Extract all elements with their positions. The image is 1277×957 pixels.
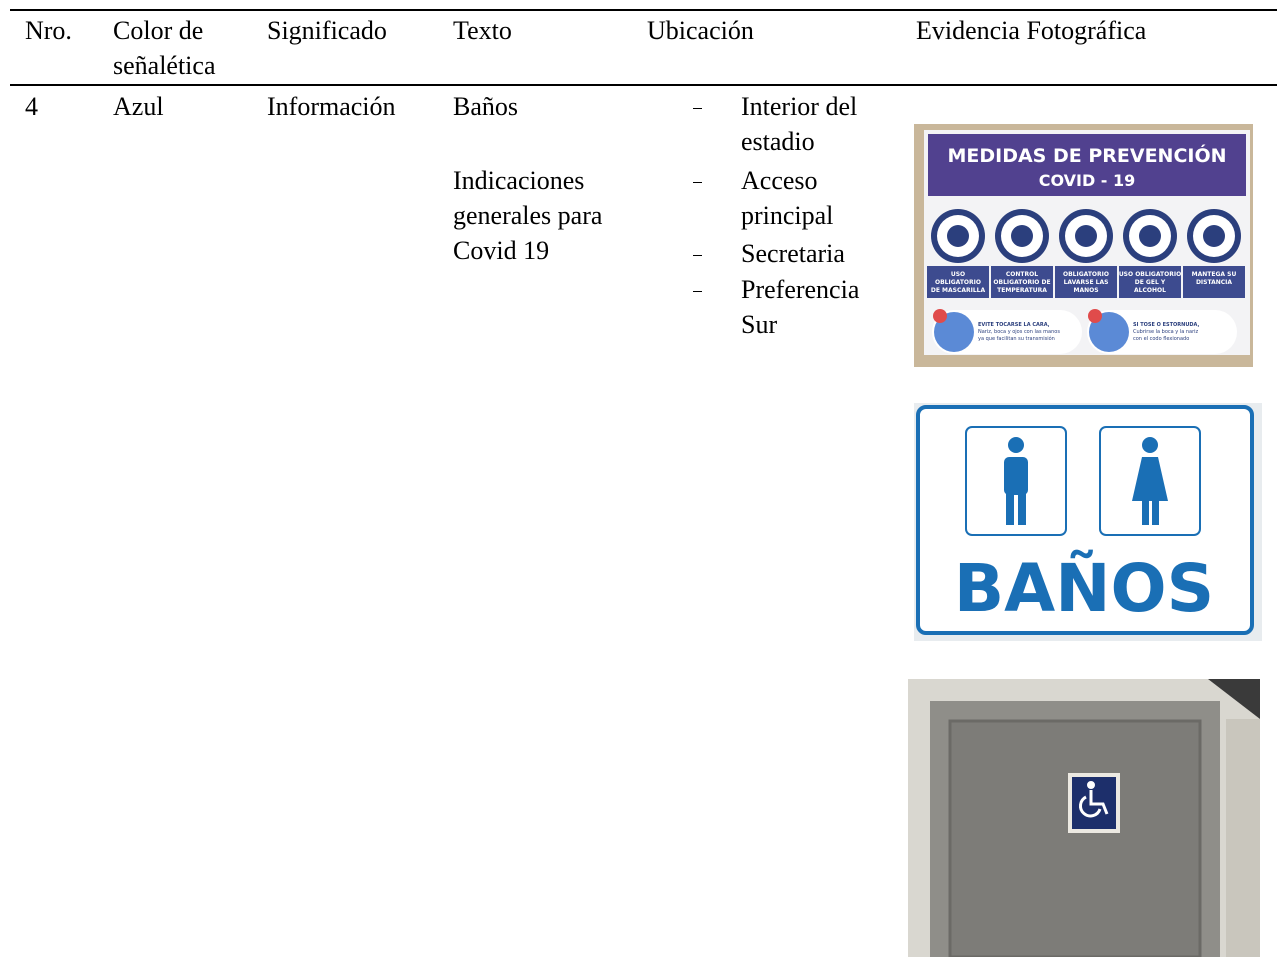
note-text: EVITE TOCARSE LA CARA, [978,322,1050,328]
icon-label: CONTROL [1006,271,1038,278]
header-cell: Color de señalética [113,16,216,80]
list-dash [693,182,702,183]
photo-banos-sign: BAÑOS [914,403,1262,641]
header-cell: Ubicación [647,16,754,45]
cell-ubicacion: Preferencia Sur [741,275,860,339]
icon-label: USO [951,271,965,278]
label-box [991,266,1053,298]
icon-figure [947,225,969,247]
sign-box [1099,426,1201,536]
cell-ubicacion: Interior del estadio [741,92,858,156]
icon-label: MANOS [1073,287,1098,294]
header-cell: Texto [453,16,512,45]
man-icon [1004,437,1028,525]
icon-label: OBLIGATORIO [935,279,981,286]
sign-title: MEDIDAS DE PREVENCIÓN [947,143,1226,167]
note-cross [933,309,947,323]
icon-label: OBLIGATORIO DE [993,279,1050,286]
sign-banner [928,134,1246,196]
icon-figure [1011,225,1033,247]
icon-figure [1075,225,1097,247]
list-dash [693,108,702,109]
photo-covid-sign: MEDIDAS DE PREVENCIÓN COVID - 19 USOOBLI… [914,124,1253,367]
sign-board [916,405,1254,635]
label-box [927,266,989,298]
note-text: Nariz, boca y ojos con las manos [978,329,1060,335]
cell-ubicacion: Secretaria [741,239,845,268]
note-face [934,312,974,352]
note-text: con el codo flexionado [1133,336,1189,342]
icon-label: DE GEL Y [1135,279,1166,286]
header-cell: Evidencia Fotográfica [916,16,1147,45]
note-text: ya que facilitan su transmisión [978,335,1055,342]
list-dash [693,291,702,292]
sign-title: BAÑOS [954,550,1214,627]
sign-subtitle: COVID - 19 [1039,171,1136,190]
icon-label: ALCOHOL [1134,287,1166,294]
wheelchair-icon [1078,781,1109,818]
note-face [1089,312,1129,352]
icon-label: OBLIGATORIO [1063,271,1109,278]
woman-icon [1132,437,1168,525]
label-box [1119,266,1181,298]
label-box [1183,266,1245,298]
photo-accessible-door [908,679,1260,957]
cell-texto: Baños [453,92,518,121]
table-top-rule [10,9,1277,11]
cell-nro: 4 [25,92,38,121]
icon-label: TEMPERATURA [997,287,1047,294]
header-cell: Nro. [25,16,72,45]
icon-label: LAVARSE LAS [1064,279,1109,286]
icon-label: DISTANCIA [1196,279,1232,286]
icon-figure [1203,225,1225,247]
cell-texto: Indicaciones generales para Covid 19 [453,166,603,265]
note-text: SI TOSE O ESTORNUDA, [1133,322,1199,328]
header-cell: Significado [267,16,387,45]
note-text: Cubrirse la boca y la nariz [1133,329,1199,335]
cell-color: Azul [113,92,164,121]
icon-label: DE MASCARILLA [931,287,986,294]
note-cross [1088,309,1102,323]
door-inset [948,719,1202,957]
label-box [1055,266,1117,298]
list-dash [693,255,702,256]
cell-ubicacion: Acceso principal [741,166,834,230]
table-header-rule [10,84,1277,86]
icon-label: USO OBLIGATORIO [1119,271,1181,278]
cell-significado: Información [267,92,396,121]
door-edge [1226,719,1260,957]
icon-label: MANTEGA SU [1192,271,1237,278]
icon-figure [1139,225,1161,247]
sign-box [965,426,1067,536]
